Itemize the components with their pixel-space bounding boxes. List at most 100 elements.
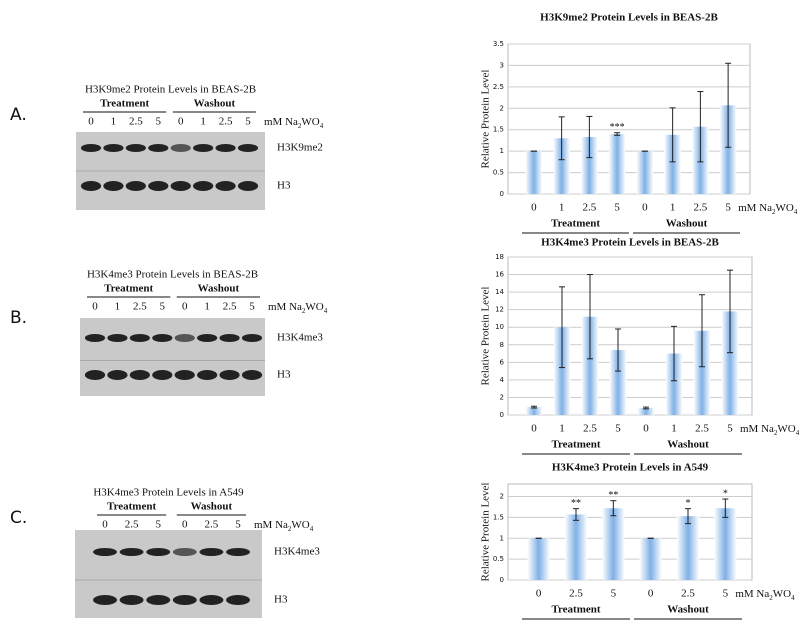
- lane-label: 0: [182, 301, 188, 313]
- blot-group-label: Washout: [191, 501, 233, 513]
- annotation: *: [686, 498, 691, 509]
- blot-title: H3K4me3 Protein Levels in A549: [93, 487, 244, 499]
- y-tick-label: 0: [500, 411, 504, 419]
- bar: [525, 151, 543, 194]
- unit-part: mM Na: [740, 423, 774, 435]
- lane-label: 0: [102, 519, 108, 531]
- unit-part: 2: [298, 122, 302, 130]
- blot-band: [193, 181, 214, 191]
- blot-band: [241, 370, 263, 380]
- error-bar: [573, 508, 579, 521]
- lane-label: 2.5: [205, 519, 219, 531]
- blot-band: [172, 548, 197, 556]
- lane-label: 1: [200, 116, 206, 128]
- blot-band: [125, 144, 146, 152]
- y-tick-label: 10: [495, 323, 504, 331]
- blot-band: [193, 144, 214, 152]
- bar: [665, 353, 683, 415]
- bar: [602, 508, 625, 580]
- blot-band: [129, 334, 150, 342]
- x-tick-label: 2.5: [695, 423, 709, 435]
- x-tick-label: 5: [614, 202, 620, 214]
- blot-title: H3K4me3 Protein Levels in BEAS-2B: [87, 269, 258, 281]
- y-tick-label: 0: [500, 190, 504, 198]
- band-label: H3: [277, 180, 291, 192]
- lane-label: 2.5: [133, 301, 147, 313]
- blot-group-label: Washout: [194, 98, 236, 110]
- y-tick-label: 1: [500, 534, 504, 542]
- band-label: H3K9me2: [277, 142, 323, 154]
- blot-band: [103, 181, 124, 191]
- bar: [553, 138, 570, 194]
- bar: [664, 134, 681, 194]
- unit-part: 4: [320, 122, 324, 130]
- lane-label: 0: [178, 116, 184, 128]
- panel-letter: A.: [10, 105, 27, 125]
- bar: [637, 407, 655, 415]
- x-tick-label: 1: [671, 423, 677, 435]
- lane-label: 1: [204, 301, 210, 313]
- unit-part: WO: [777, 423, 795, 435]
- blot-band: [199, 548, 224, 556]
- blot-group-label: Washout: [198, 283, 240, 295]
- error-bar: [531, 405, 537, 409]
- plot-frame: [507, 256, 753, 416]
- lane-label: 5: [156, 116, 162, 128]
- unit-part: WO: [301, 116, 319, 128]
- error-bar: [699, 294, 705, 368]
- bar: [553, 327, 571, 415]
- unit-part: 2: [774, 429, 778, 437]
- chart-title: H3K9me2 Protein Levels in BEAS-2B: [540, 12, 718, 24]
- error-bar: [725, 62, 732, 148]
- bar: [693, 330, 711, 415]
- lane-label: 2.5: [129, 116, 143, 128]
- lane-label: 0: [92, 301, 98, 313]
- annotation: **: [571, 498, 581, 509]
- blot-band: [80, 181, 102, 191]
- blot-band: [146, 595, 171, 605]
- blot-band: [84, 334, 106, 342]
- error-bar: [671, 325, 677, 382]
- bar: [636, 151, 654, 194]
- blot-band: [84, 370, 106, 380]
- y-tick-label: 16: [495, 271, 504, 279]
- lane-label: 5: [155, 519, 161, 531]
- y-tick-label: 2: [500, 493, 504, 501]
- y-tick-label: 12: [495, 306, 504, 314]
- blot-band: [219, 370, 240, 380]
- x-tick-label: 2.5: [583, 423, 597, 435]
- lane-label: 2.5: [125, 519, 139, 531]
- blot-band: [152, 334, 173, 342]
- blot-band: [148, 144, 169, 152]
- blot-band: [119, 595, 144, 605]
- unit-part: 2: [772, 208, 776, 216]
- unit-part: 4: [324, 307, 328, 315]
- y-axis-label: Relative Protein Level: [480, 483, 492, 582]
- blot-band: [148, 181, 169, 191]
- y-tick-label: 3: [500, 61, 504, 69]
- x-tick-label: 0: [531, 202, 537, 214]
- lane-label: 5: [245, 116, 251, 128]
- blot-band: [107, 370, 128, 380]
- unit-part: 4: [796, 429, 800, 437]
- lane-label: 5: [249, 301, 255, 313]
- error-bar: [559, 286, 565, 369]
- blot-band: [129, 370, 150, 380]
- blot-band: [174, 334, 195, 342]
- unit-part: mM Na: [254, 519, 288, 531]
- blot-band: [199, 595, 224, 605]
- error-bar: [697, 91, 704, 163]
- blot-band: [237, 181, 259, 191]
- unit-part: WO: [305, 301, 323, 313]
- y-tick-label: 18: [495, 253, 504, 261]
- unit-part: 2: [288, 525, 292, 533]
- y-axis-label: Relative Protein Level: [480, 70, 492, 169]
- panel-letter: C.: [10, 508, 27, 528]
- lane-label: 2.5: [219, 116, 233, 128]
- error-bar: [643, 406, 649, 410]
- error-bar: [615, 328, 621, 372]
- blot-band: [219, 334, 240, 342]
- unit-part: mM Na: [268, 301, 302, 313]
- error-bar: [669, 107, 676, 163]
